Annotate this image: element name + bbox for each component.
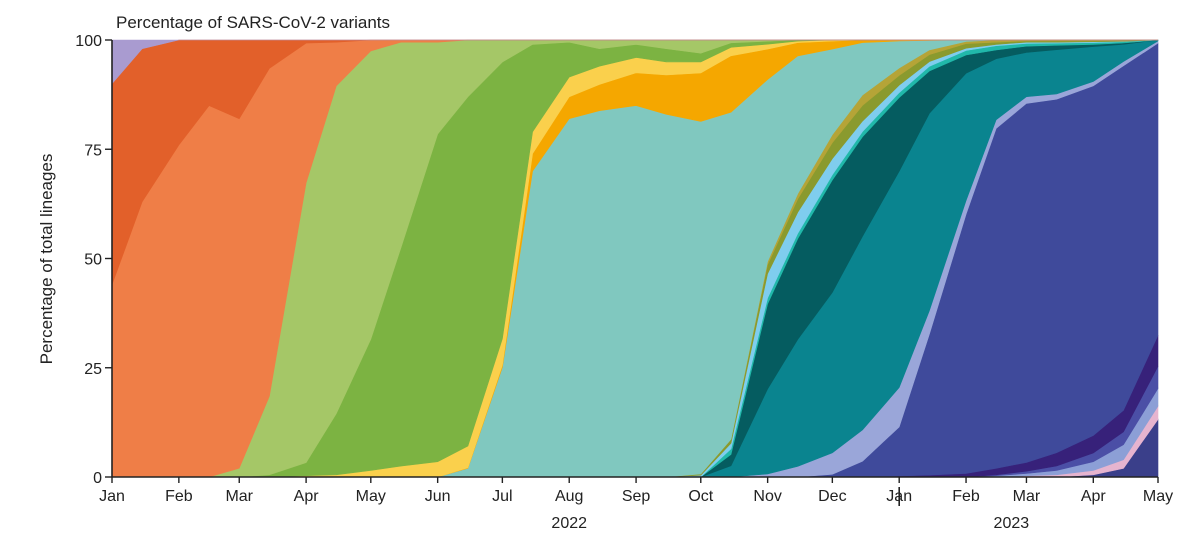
x-tick-label: Jan — [99, 488, 125, 505]
chart-title: Percentage of SARS-CoV-2 variants — [116, 13, 390, 32]
x-tick-label: May — [1143, 488, 1173, 505]
x-tick-label: Apr — [294, 488, 320, 505]
axes: 0 25 50 75 100 Jan Feb Mar Apr May Jun Jul Aug Sep Oct… — [75, 33, 1173, 532]
x-tick-label: Jun — [425, 488, 451, 505]
y-axis-title: Percentage of total lineages — [37, 154, 56, 365]
x-tick-label: Jul — [492, 488, 512, 505]
x-tick-label: Nov — [753, 488, 781, 505]
y-tick-label: 100 — [75, 33, 102, 50]
area-series-21 — [111, 39, 1158, 85]
x-tick-label: May — [356, 488, 386, 505]
x-tick-label: Feb — [165, 488, 193, 505]
x-tick-label: Dec — [818, 488, 846, 505]
x-tick-label: Oct — [688, 488, 713, 505]
year-label: 2022 — [551, 515, 587, 532]
x-tick-label: Feb — [952, 488, 980, 505]
x-tick-label: Apr — [1081, 488, 1107, 505]
x-tick-label: Mar — [1013, 488, 1041, 505]
y-tick-label: 25 — [84, 361, 102, 378]
y-tick-label: 0 — [93, 470, 102, 487]
y-tick-label: 50 — [84, 252, 102, 269]
stacked-areas — [111, 39, 1159, 478]
x-tick-label: Mar — [225, 488, 253, 505]
year-label: 2023 — [994, 515, 1030, 532]
y-tick-label: 75 — [84, 142, 102, 159]
x-tick-label: Aug — [555, 488, 583, 505]
x-tick-label: Sep — [622, 488, 651, 505]
